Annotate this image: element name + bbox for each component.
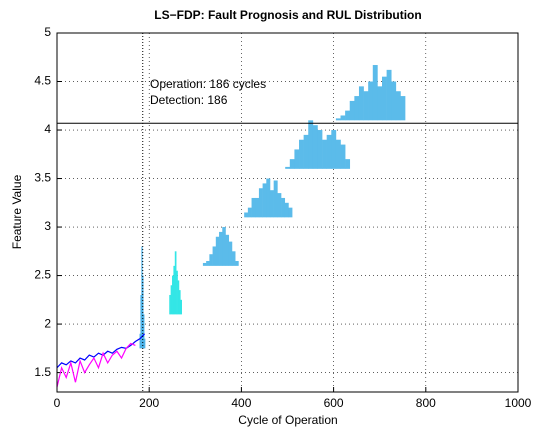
distribution-bar [172, 275, 174, 315]
distribution-bar [400, 96, 406, 121]
distribution-bar [294, 149, 300, 169]
distribution-bar [354, 96, 360, 121]
distribution-bar [142, 275, 144, 349]
distribution-bar [178, 290, 181, 315]
distribution-bar [225, 234, 230, 266]
distribution-bar [326, 134, 332, 169]
distribution-bar [141, 246, 143, 349]
distribution-bar [277, 193, 282, 218]
distribution-bar [372, 65, 378, 121]
data-line [56, 333, 146, 369]
distribution-bar [235, 261, 239, 266]
x-tick-label: 1000 [505, 396, 532, 410]
distribution-bar [284, 202, 289, 218]
distribution-bar [170, 285, 173, 315]
distribution-bar [288, 207, 293, 218]
distribution-bar [209, 254, 213, 266]
distribution-bar [219, 231, 223, 266]
x-tick-label: 400 [231, 396, 251, 410]
chart-title: LS−FDP: Fault Prognosis and RUL Distribu… [154, 8, 421, 22]
distribution-bar [251, 197, 256, 218]
x-tick-label: 200 [139, 396, 159, 410]
distribution-bar [345, 110, 351, 121]
distribution-bar [173, 265, 176, 315]
distribution-bar [335, 139, 341, 169]
distribution-bar [269, 190, 274, 218]
distribution-bar [345, 159, 351, 169]
x-tick-label: 0 [54, 396, 61, 410]
y-tick-label: 2.5 [34, 268, 51, 282]
distribution-bar [368, 81, 374, 121]
distribution-bar [202, 262, 207, 266]
distribution-bar [258, 188, 263, 218]
distribution-bar [299, 139, 304, 169]
distribution-bar [363, 91, 369, 121]
distribution-bar [349, 100, 355, 121]
distribution-bar [395, 91, 401, 121]
distribution-bar [180, 299, 183, 315]
distribution-bar [144, 338, 146, 349]
y-tick-label: 4.5 [34, 74, 51, 88]
distribution-bar [335, 118, 341, 121]
distribution-bar [266, 178, 271, 218]
x-axis-label: Cycle of Operation [238, 413, 337, 427]
axes-box [56, 32, 519, 393]
annotation: Operation: 186 cycles [150, 77, 266, 91]
x-tick-label: 600 [324, 396, 344, 410]
x-tick-label: 800 [416, 396, 436, 410]
y-tick-label: 3.5 [34, 171, 51, 185]
distribution-bar [285, 166, 291, 169]
distribution-bar [177, 280, 180, 315]
data-line [56, 342, 136, 388]
distribution-bar [312, 125, 318, 169]
distribution-bar [176, 270, 178, 315]
distribution-bar [140, 294, 142, 349]
distribution-bar [340, 115, 346, 121]
distribution-bar [174, 251, 177, 315]
distribution-bar [386, 69, 392, 121]
distribution-bar [331, 130, 337, 169]
distribution-bar [289, 159, 295, 169]
distribution-bar [391, 81, 397, 121]
distribution-bar [281, 197, 286, 218]
distribution-bar [273, 180, 278, 218]
distribution-bar [382, 76, 387, 121]
distribution-bar [215, 236, 220, 266]
distribution-bar [244, 212, 249, 218]
distribution-bar [228, 241, 233, 266]
distribution-bar [212, 246, 217, 266]
distribution-bar [139, 333, 141, 349]
distribution-bar [247, 207, 252, 218]
distribution-bar [317, 130, 323, 169]
distribution-bar [143, 314, 145, 349]
distribution-bar [377, 86, 383, 121]
y-tick-label: 3 [44, 219, 51, 233]
y-tick-label: 1.5 [34, 365, 51, 379]
y-tick-label: 5 [44, 25, 51, 39]
distribution-bar [262, 183, 267, 218]
distribution-bar [358, 86, 364, 121]
distribution-bar [169, 294, 171, 315]
distribution-bar [255, 197, 260, 218]
distribution-bar [206, 261, 210, 266]
distribution-bar [322, 139, 327, 169]
distribution-bar [303, 134, 309, 169]
y-axis-label: Feature Value [10, 174, 24, 249]
y-tick-label: 2 [44, 316, 51, 330]
annotation: Detection: 186 [150, 93, 228, 107]
y-tick-label: 4 [44, 122, 51, 136]
distribution-bar [222, 227, 226, 266]
distribution-bar [231, 251, 236, 266]
distribution-bar [308, 120, 314, 169]
distribution-bar [340, 144, 346, 169]
